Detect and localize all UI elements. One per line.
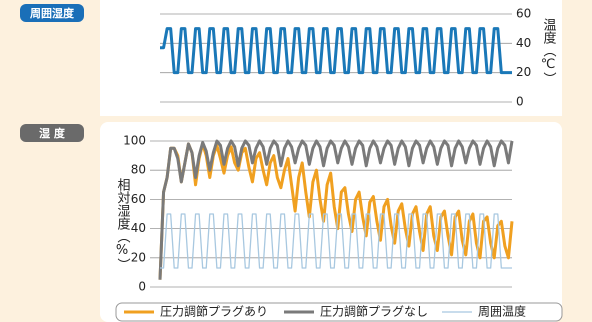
panel-label: 周囲湿度 xyxy=(30,6,75,20)
panel-badge xyxy=(20,124,84,142)
y-tick-label: 20 xyxy=(516,65,531,79)
y-tick-label: 100 xyxy=(123,134,146,148)
legend-box xyxy=(115,302,563,322)
y-tick-label: 20 xyxy=(131,250,146,264)
y-tick-label: 40 xyxy=(131,221,146,235)
y-tick-label: 80 xyxy=(131,163,146,177)
y-tick-label: 60 xyxy=(516,7,531,21)
y-tick-label: 0 xyxy=(516,95,524,109)
panel-badge xyxy=(20,4,84,22)
y-axis-label: 相対湿度（%） xyxy=(115,178,131,271)
legend-label: 圧力調節プラグあり xyxy=(160,304,268,319)
legend-label: 周囲温度 xyxy=(478,304,526,319)
series-line xyxy=(160,213,512,269)
legend-label: 圧力調節プラグなし xyxy=(320,304,428,319)
series-line xyxy=(160,27,512,75)
bottom-panel xyxy=(100,122,562,322)
y-tick-label: 40 xyxy=(516,36,531,50)
y-axis-label: 温度（℃） xyxy=(541,18,557,85)
y-tick-label: 60 xyxy=(131,192,146,206)
series-line xyxy=(158,142,514,280)
panel-label: 湿 度 xyxy=(39,126,66,140)
y-tick-label: 0 xyxy=(138,280,146,294)
series-line xyxy=(158,139,514,280)
